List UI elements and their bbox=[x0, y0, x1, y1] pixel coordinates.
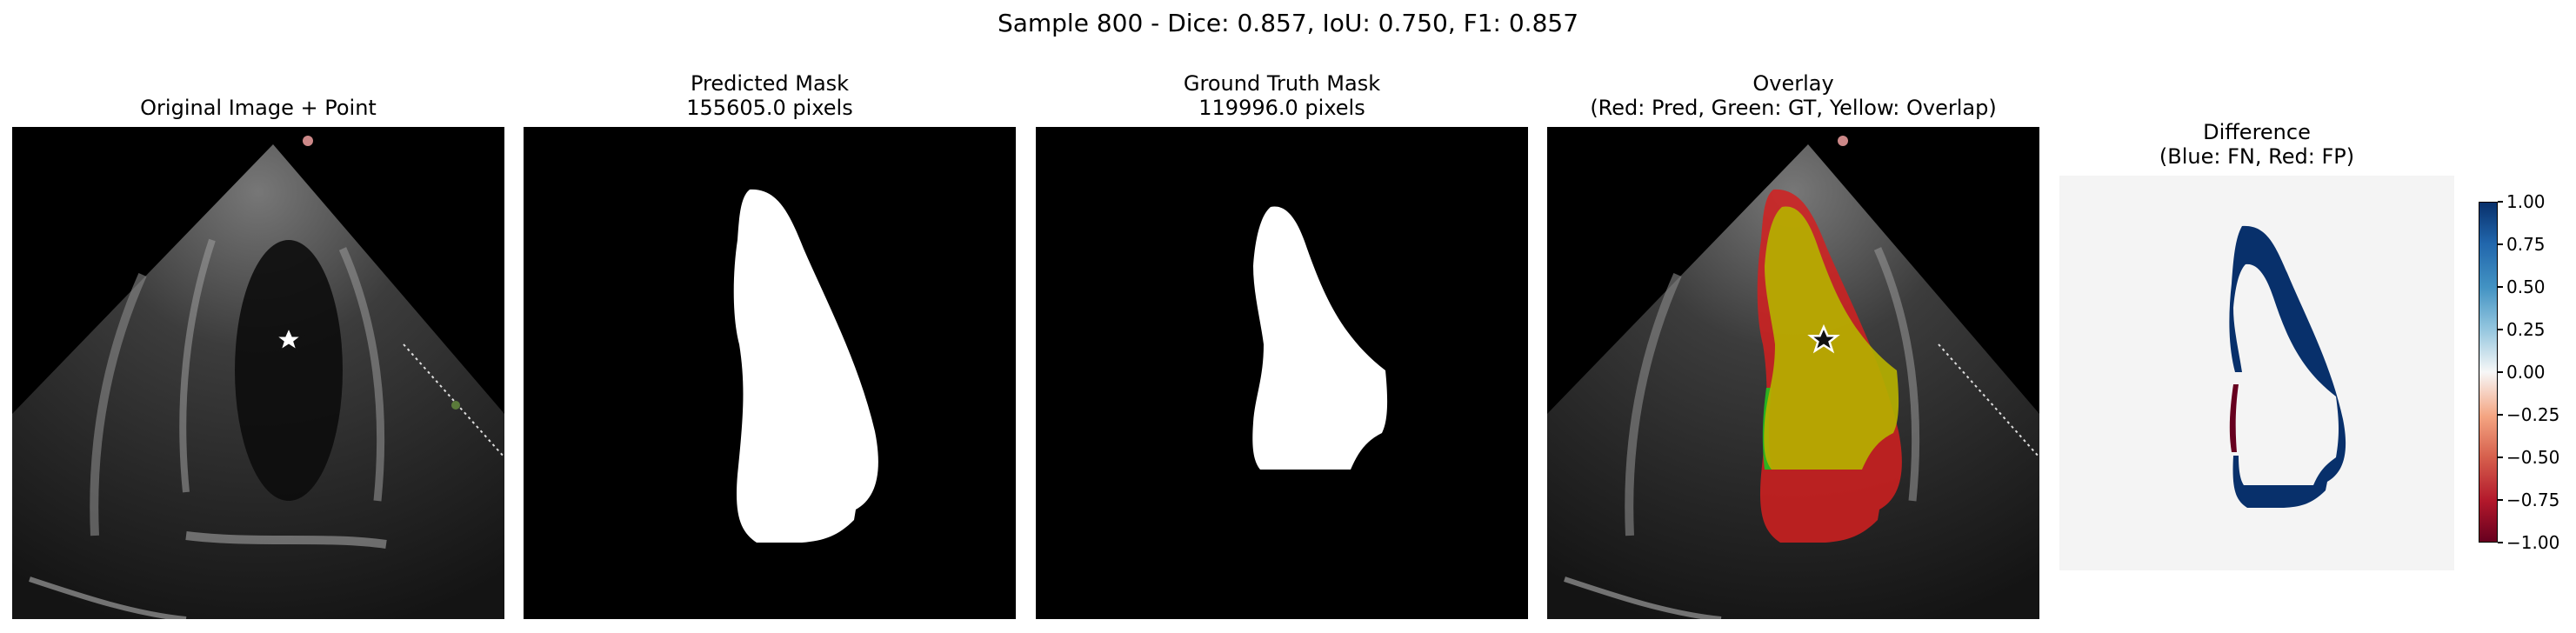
colorbar-tick-mark bbox=[2498, 499, 2503, 501]
colorbar-tick-mark bbox=[2498, 286, 2503, 288]
panel-title-difference: Difference (Blue: FN, Red: FP) bbox=[2159, 120, 2355, 169]
false-positive-region bbox=[2229, 384, 2239, 452]
panel-title-original: Original Image + Point bbox=[140, 96, 377, 120]
colorbar bbox=[2479, 202, 2498, 543]
colorbar-tick-label: 0.00 bbox=[2506, 362, 2546, 383]
colorbar-tick-label: −0.50 bbox=[2506, 447, 2560, 468]
star-icon bbox=[1807, 323, 1840, 354]
colorbar-tick-mark bbox=[2498, 329, 2503, 330]
colorbar-tick-label: 0.25 bbox=[2506, 319, 2546, 340]
colorbar-tick-label: −0.75 bbox=[2506, 490, 2560, 510]
colorbar-tick-label: 0.50 bbox=[2506, 277, 2546, 297]
colorbar-tick-mark bbox=[2498, 414, 2503, 416]
panel-title-ground-truth: Ground Truth Mask 119996.0 pixels bbox=[1183, 71, 1381, 120]
colorbar-tick-mark bbox=[2498, 542, 2503, 543]
colorbar-tick-mark bbox=[2498, 201, 2503, 203]
colorbar-tick-label: 1.00 bbox=[2506, 191, 2546, 212]
colorbar-tick-mark bbox=[2498, 243, 2503, 245]
predicted-mask-panel bbox=[524, 127, 1016, 619]
figure-title: Sample 800 - Dice: 0.857, IoU: 0.750, F1… bbox=[997, 9, 1579, 37]
panel-title-predicted: Predicted Mask 155605.0 pixels bbox=[686, 71, 853, 120]
ground-truth-mask-panel bbox=[1036, 127, 1528, 619]
difference-panel bbox=[2059, 176, 2454, 570]
overlay-panel bbox=[1547, 127, 2039, 619]
colorbar-tick-mark bbox=[2498, 456, 2503, 458]
colorbar-tick-label: −1.00 bbox=[2506, 532, 2560, 553]
colorbar-tick-mark bbox=[2498, 371, 2503, 373]
panel-title-overlay: Overlay (Red: Pred, Green: GT, Yellow: O… bbox=[1590, 71, 1997, 120]
false-negative-region bbox=[2229, 225, 2346, 508]
colorbar-tick-label: −0.25 bbox=[2506, 404, 2560, 425]
predicted-mask-shape bbox=[733, 189, 878, 543]
ground-truth-mask-shape bbox=[1252, 206, 1388, 470]
colorbar-tick-label: 0.75 bbox=[2506, 234, 2546, 255]
star-icon bbox=[272, 323, 305, 354]
original-image-panel bbox=[12, 127, 504, 619]
